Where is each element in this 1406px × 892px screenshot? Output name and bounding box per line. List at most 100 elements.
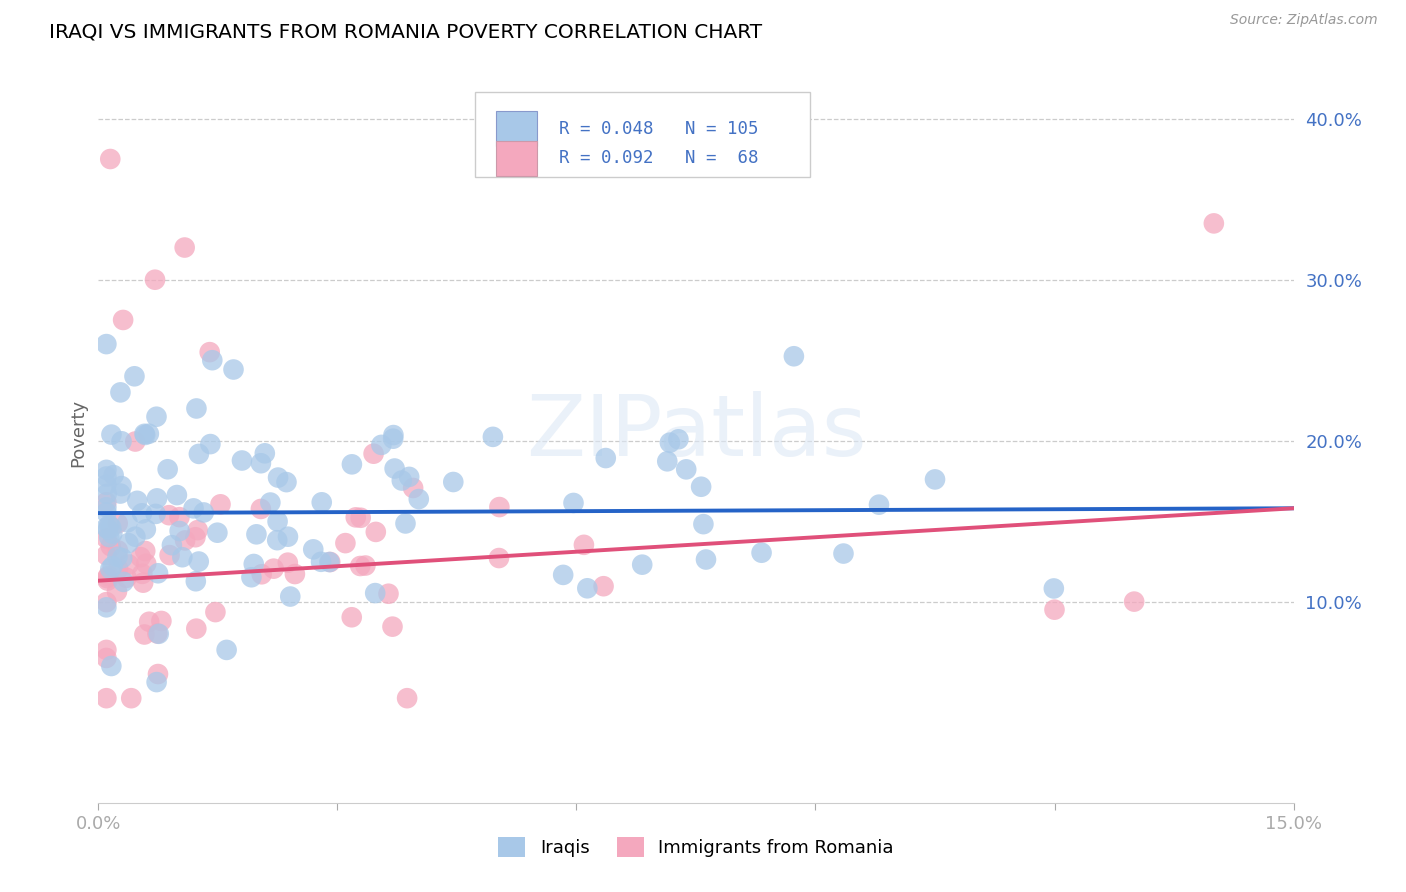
Point (668, 432, 690, 446)
Point (112, 313, 135, 327)
Point (110, 486, 132, 500)
Point (592, 579, 614, 593)
Point (553, 568, 575, 582)
Point (134, 426, 156, 441)
Point (96, 521, 118, 535)
FancyBboxPatch shape (475, 92, 810, 178)
Point (222, 362, 245, 376)
Point (267, 470, 290, 484)
Point (112, 574, 135, 589)
Point (311, 495, 333, 509)
Point (174, 533, 197, 548)
Point (100, 659, 122, 673)
Point (98, 530, 121, 544)
Point (394, 516, 416, 531)
Point (135, 522, 157, 536)
Point (204, 605, 226, 619)
Point (131, 506, 153, 520)
Legend: Iraqis, Immigrants from Romania: Iraqis, Immigrants from Romania (491, 830, 901, 864)
Text: IRAQI VS IMMIGRANTS FROM ROMANIA POVERTY CORRELATION CHART: IRAQI VS IMMIGRANTS FROM ROMANIA POVERTY… (49, 22, 762, 41)
Point (186, 622, 208, 636)
Point (783, 349, 806, 363)
Point (284, 567, 307, 582)
Point (201, 353, 224, 368)
Point (97, 569, 120, 583)
Point (156, 462, 179, 476)
Point (193, 505, 215, 519)
Point (173, 240, 195, 254)
Point (169, 524, 191, 538)
Point (96, 487, 118, 501)
Point (97, 522, 120, 536)
Point (145, 507, 167, 521)
Point (129, 550, 152, 565)
Point (105, 584, 128, 599)
Point (382, 432, 405, 446)
Point (245, 527, 267, 541)
Point (868, 498, 890, 512)
Point (657, 454, 679, 468)
Point (370, 438, 392, 452)
Point (172, 550, 194, 565)
Point (103, 468, 125, 483)
Point (96, 600, 118, 615)
Point (250, 456, 273, 470)
Point (259, 495, 281, 509)
Point (146, 667, 169, 681)
Point (146, 626, 169, 640)
Point (402, 481, 425, 495)
Point (398, 470, 420, 484)
Point (111, 551, 134, 566)
Point (96, 478, 118, 492)
Text: R = 0.048   N = 105: R = 0.048 N = 105 (558, 120, 758, 137)
Point (159, 548, 181, 562)
Point (96, 495, 118, 509)
Point (675, 462, 697, 476)
Point (302, 542, 325, 557)
Point (631, 558, 654, 572)
Point (98, 152, 121, 166)
Point (120, 691, 142, 706)
Point (209, 497, 232, 511)
Point (319, 555, 342, 569)
Point (107, 549, 129, 564)
Point (277, 556, 299, 570)
Point (377, 587, 399, 601)
Point (110, 385, 132, 400)
Point (572, 538, 595, 552)
Point (695, 552, 717, 566)
Point (658, 435, 681, 450)
Point (100, 539, 122, 553)
Point (117, 516, 139, 530)
Point (215, 643, 238, 657)
Point (146, 566, 169, 581)
Point (96, 595, 118, 609)
Point (146, 491, 169, 506)
Point (562, 496, 585, 510)
Point (145, 409, 167, 424)
Point (96, 506, 118, 520)
Point (200, 437, 222, 451)
Point (381, 620, 404, 634)
Point (318, 555, 340, 569)
Point (364, 586, 387, 600)
Point (335, 536, 357, 550)
Point (1043, 582, 1066, 596)
Point (124, 434, 146, 449)
Point (363, 447, 385, 461)
Point (266, 515, 288, 529)
Point (184, 574, 207, 589)
Point (250, 567, 273, 582)
Point (96, 691, 118, 706)
Point (382, 428, 405, 442)
Point (96, 337, 118, 351)
Point (96, 500, 118, 515)
Point (148, 627, 170, 641)
Y-axis label: Poverty: Poverty (69, 399, 87, 467)
Point (692, 517, 714, 532)
Point (187, 555, 209, 569)
Point (187, 523, 209, 537)
Point (96, 571, 118, 585)
Point (134, 544, 156, 558)
Point (183, 501, 205, 516)
